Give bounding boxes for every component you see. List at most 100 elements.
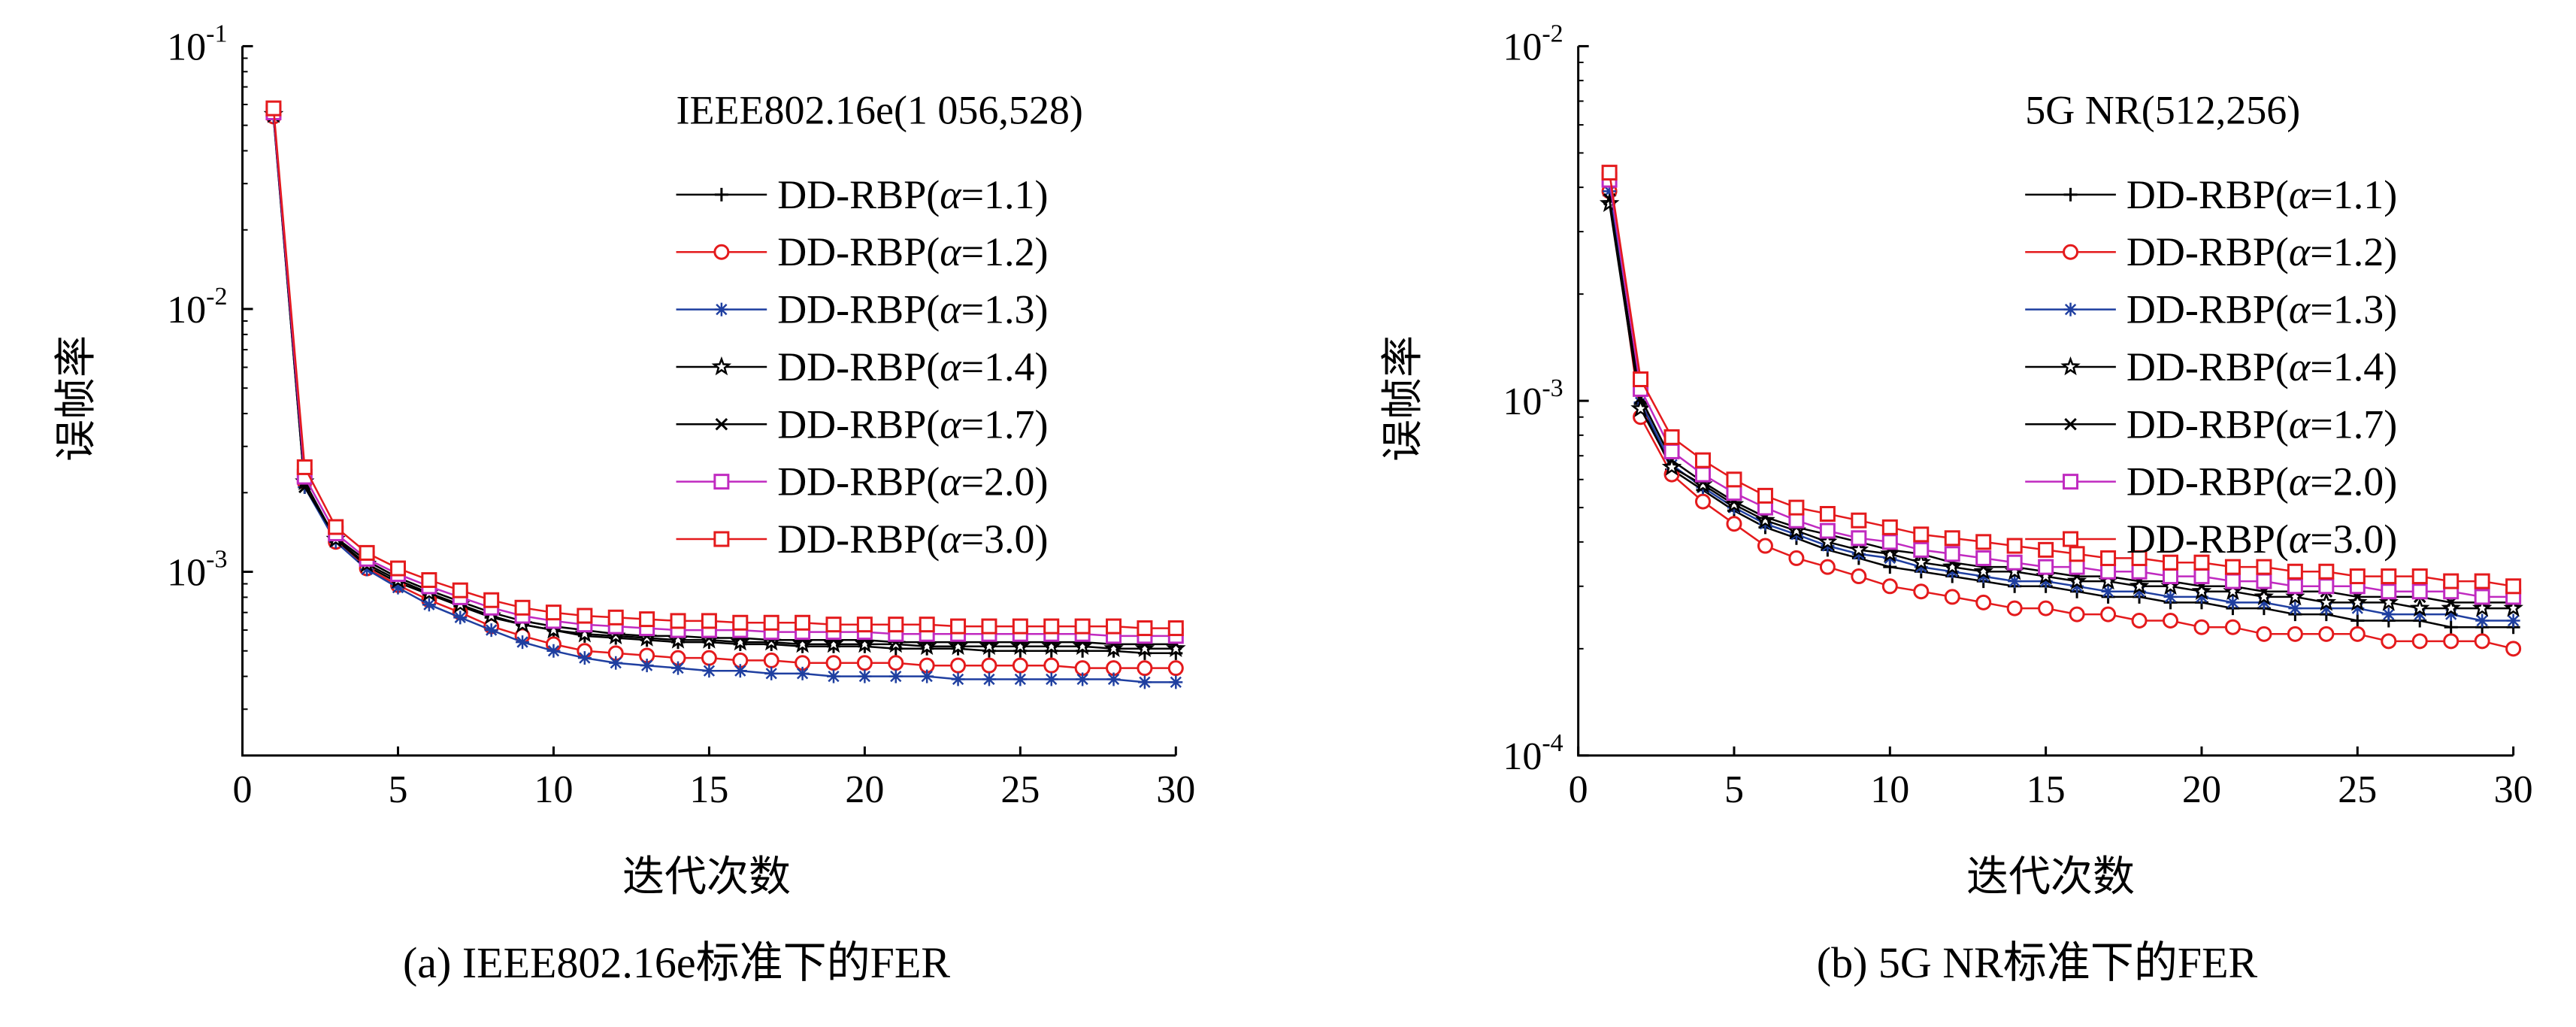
data-point bbox=[2193, 568, 2210, 585]
data-point bbox=[2133, 584, 2147, 598]
data-point bbox=[1788, 512, 1805, 529]
data-point bbox=[2257, 595, 2271, 610]
data-point bbox=[2350, 613, 2365, 628]
data-point bbox=[1726, 485, 1742, 501]
data-point bbox=[2503, 598, 2523, 617]
data-point bbox=[2472, 598, 2493, 617]
data-point bbox=[1134, 638, 1155, 657]
data-point bbox=[701, 650, 717, 666]
data-point bbox=[2441, 598, 2461, 617]
axis-lines bbox=[1577, 46, 2514, 757]
data-point bbox=[981, 657, 997, 674]
legend-marker bbox=[2063, 244, 2079, 260]
data-point bbox=[1945, 565, 1960, 579]
data-point bbox=[2162, 554, 2178, 571]
data-point bbox=[2474, 573, 2490, 589]
panel-b: 误帧率 迭代次数 (b) 5G NR标准下的FER 0 5 10 15 20 25 30 10… bbox=[1379, 20, 2533, 987]
data-point bbox=[919, 617, 935, 633]
data-point bbox=[639, 611, 655, 628]
data-point bbox=[2038, 541, 2054, 558]
data-point bbox=[2070, 579, 2084, 593]
data-point bbox=[1851, 530, 1867, 547]
data-point bbox=[1137, 675, 1152, 689]
data-point bbox=[1757, 487, 1773, 504]
data-point bbox=[328, 519, 344, 535]
data-point bbox=[1074, 618, 1091, 635]
data-point bbox=[1913, 526, 1930, 543]
data-point bbox=[1633, 371, 1649, 388]
data-point bbox=[1726, 471, 1742, 488]
data-point bbox=[1848, 539, 1869, 559]
x-tick-label: 10 bbox=[534, 768, 573, 811]
data-point bbox=[2131, 563, 2148, 580]
data-point bbox=[2475, 613, 2490, 628]
data-point bbox=[514, 599, 531, 616]
data-point bbox=[2101, 584, 2115, 598]
data-point bbox=[763, 614, 779, 631]
y-tick-label: 10-1 bbox=[167, 20, 227, 68]
legend-label: DD-RBP(α=2.0) bbox=[777, 459, 1048, 504]
data-point bbox=[1012, 657, 1028, 674]
data-point bbox=[2505, 578, 2522, 595]
data-point bbox=[296, 459, 313, 475]
data-point bbox=[2226, 595, 2240, 610]
data-point bbox=[2411, 568, 2428, 585]
data-point bbox=[951, 672, 965, 686]
data-point bbox=[2287, 626, 2303, 642]
data-point bbox=[916, 635, 937, 656]
data-point bbox=[1041, 635, 1062, 656]
data-point bbox=[2381, 607, 2396, 622]
data-point bbox=[1973, 561, 1993, 580]
data-point bbox=[1106, 672, 1121, 686]
legend-label: DD-RBP(α=1.1) bbox=[2126, 172, 2397, 217]
data-point bbox=[764, 666, 779, 680]
legend-label: DD-RBP(α=1.4) bbox=[2126, 344, 2397, 389]
x-tick-label: 15 bbox=[2027, 768, 2066, 811]
data-point bbox=[1603, 184, 1617, 198]
data-point bbox=[2194, 589, 2208, 604]
data-point bbox=[2474, 589, 2490, 605]
series-3 bbox=[266, 109, 1183, 689]
legend-label: DD-RBP(α=1.4) bbox=[777, 344, 1048, 389]
data-point bbox=[2224, 559, 2241, 575]
data-point bbox=[1013, 672, 1028, 686]
data-point bbox=[421, 572, 437, 589]
data-point bbox=[2163, 589, 2178, 604]
data-point bbox=[546, 644, 561, 658]
legend-marker bbox=[2063, 187, 2078, 201]
y-tick-label: 10-2 bbox=[1503, 20, 1563, 68]
data-point bbox=[950, 657, 967, 674]
data-point bbox=[265, 100, 282, 117]
legend-marker bbox=[2064, 418, 2077, 431]
legend-marker bbox=[2063, 302, 2078, 317]
x-tick-label: 5 bbox=[1724, 768, 1744, 811]
data-point bbox=[2100, 550, 2117, 566]
data-point bbox=[1724, 494, 1745, 514]
legend-label: DD-RBP(α=1.2) bbox=[2126, 229, 2397, 274]
data-point bbox=[2038, 559, 2054, 575]
data-point bbox=[1043, 618, 1060, 635]
data-point bbox=[577, 607, 593, 624]
data-point bbox=[1010, 635, 1031, 656]
data-point bbox=[2411, 583, 2428, 600]
data-point bbox=[2100, 563, 2117, 580]
data-point bbox=[2318, 563, 2335, 580]
x-axis-title-b: 迭代次数 bbox=[1966, 853, 2135, 901]
axis-lines bbox=[241, 46, 1176, 757]
y-axis-title-b: 误帧率 bbox=[1379, 335, 1427, 462]
data-point bbox=[516, 635, 530, 650]
data-point bbox=[2224, 619, 2241, 635]
data-point bbox=[1663, 443, 1680, 459]
data-point bbox=[2381, 633, 2397, 650]
legend-label: DD-RBP(α=1.2) bbox=[777, 229, 1048, 274]
x-tick-label: 20 bbox=[845, 768, 884, 811]
data-point bbox=[2193, 554, 2210, 571]
data-point bbox=[2008, 574, 2022, 589]
data-point bbox=[1944, 589, 1960, 605]
data-point bbox=[1106, 618, 1122, 635]
data-point bbox=[2191, 580, 2212, 601]
data-point bbox=[733, 664, 747, 678]
data-point bbox=[670, 613, 686, 629]
data-point bbox=[1630, 398, 1651, 417]
